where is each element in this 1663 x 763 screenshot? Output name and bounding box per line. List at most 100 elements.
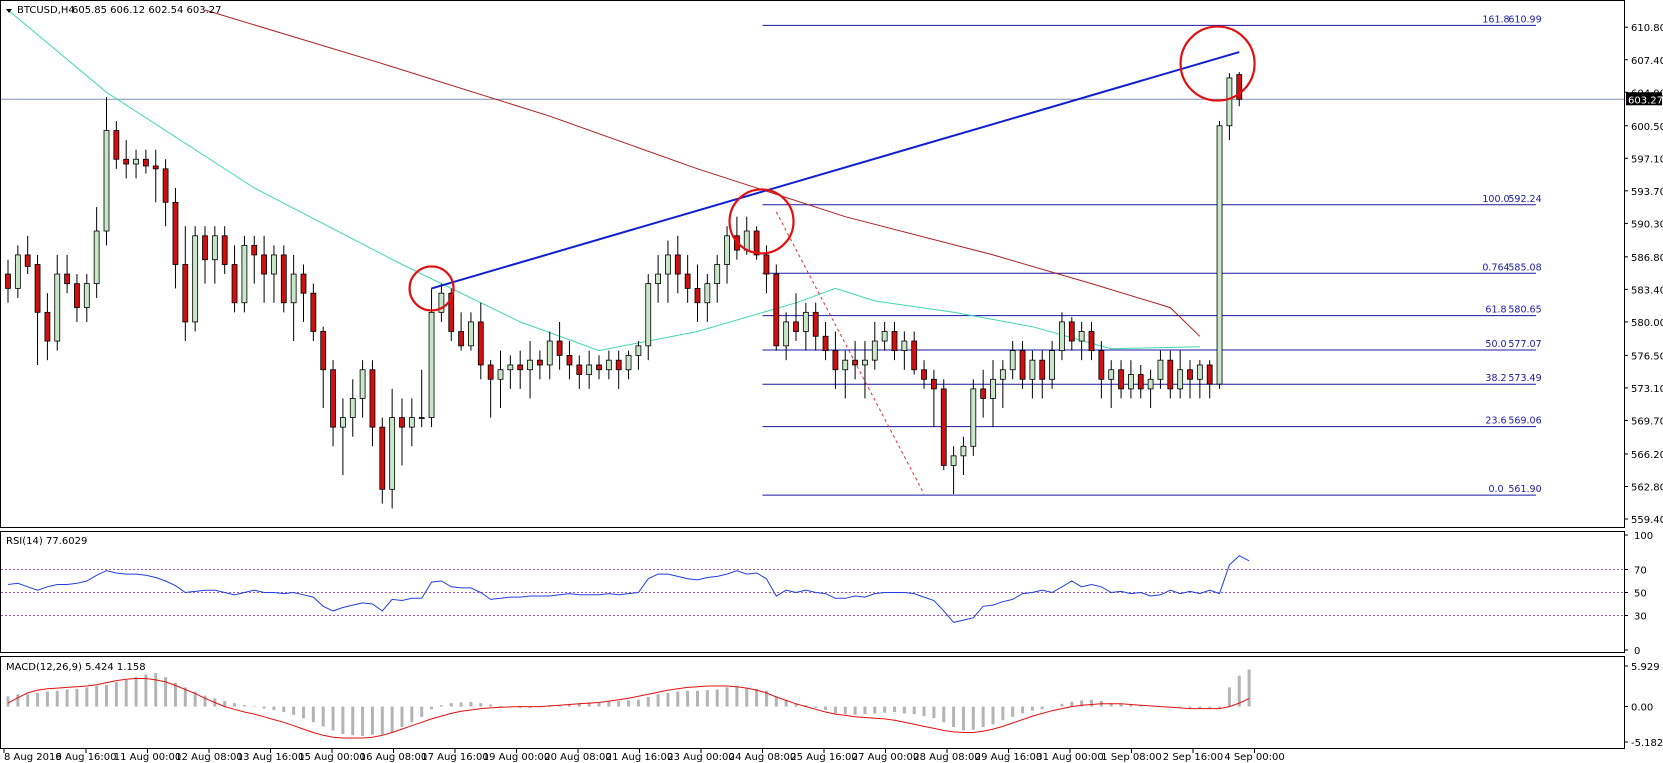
fib-label: 100.0 [1482, 194, 1509, 205]
candle [1137, 364, 1144, 399]
fib-price: 592.24 [1508, 194, 1541, 205]
candle [596, 355, 602, 380]
candle-body [576, 364, 583, 375]
candle [74, 274, 80, 322]
candle [389, 388, 396, 509]
candle [1157, 350, 1164, 389]
y-tick-label: 583.40 [1631, 285, 1663, 296]
macd-histogram-bar [518, 706, 522, 708]
macd-pane[interactable] [6, 669, 1251, 739]
y-tick-label: 600.50 [1631, 122, 1663, 133]
fib-price: 561.90 [1508, 484, 1541, 495]
candle [202, 226, 208, 284]
candle [310, 283, 317, 342]
x-tick-label: 27 Aug 00:00 [852, 752, 919, 763]
macd-histogram-bar [971, 706, 975, 730]
candle-body [625, 354, 632, 371]
macd-histogram-bar [105, 684, 108, 707]
candle [783, 312, 790, 361]
candle-body [44, 311, 51, 342]
macd-histogram-bar [499, 705, 502, 707]
x-tick-label: 12 Aug 08:00 [175, 752, 242, 763]
macd-histogram-bar [252, 706, 256, 708]
macd-histogram-bar [853, 706, 857, 715]
candle-body [724, 235, 730, 265]
fib-label: 50.0 [1485, 339, 1506, 350]
candle-body [714, 264, 721, 285]
macd-histogram-bar [489, 704, 493, 707]
candle-body [300, 273, 307, 294]
candle-body [1196, 364, 1203, 380]
candle-body [665, 254, 671, 275]
candle [438, 283, 445, 322]
candle-body [418, 417, 425, 419]
candle-body [477, 321, 484, 366]
candle [1049, 341, 1055, 389]
macd-histogram-bar [1129, 704, 1133, 707]
x-tick-label: 2 Sep 16:00 [1163, 752, 1223, 763]
macd-histogram-bar [95, 686, 99, 707]
rsi-line [7, 555, 1250, 623]
macd-histogram-bar [794, 703, 798, 707]
candle [556, 321, 563, 370]
macd-histogram-bar [1090, 699, 1093, 707]
candle [261, 235, 268, 303]
candle-body [320, 331, 327, 371]
candle [1039, 350, 1046, 399]
y-tick-label: 590.30 [1631, 219, 1663, 230]
candle [14, 245, 21, 298]
x-tick-label: 1 Sep 08:00 [1101, 752, 1161, 763]
candle [704, 274, 711, 322]
candle-body [1157, 359, 1164, 380]
macd-histogram-bar [1021, 706, 1025, 714]
candle [1167, 350, 1174, 399]
candle [251, 235, 258, 284]
candle [1088, 321, 1095, 361]
macd-histogram-bar [686, 690, 690, 707]
candle-body [1088, 331, 1095, 352]
macd-histogram-bar [607, 701, 611, 707]
candle [1206, 360, 1213, 399]
macd-histogram-bar [469, 701, 473, 707]
candle-body [773, 273, 780, 347]
macd-histogram-bar [932, 706, 936, 719]
candle-body [162, 168, 169, 203]
macd-histogram-bar [183, 687, 187, 707]
fib-label: 0.764 [1482, 262, 1509, 273]
candle [54, 254, 61, 351]
candle [113, 120, 120, 169]
candle-body [261, 254, 268, 275]
dropdown-triangle-icon[interactable] [6, 9, 12, 13]
candle-body [704, 283, 711, 304]
macd-histogram-bar [361, 706, 365, 736]
macd-histogram-bar [6, 696, 10, 707]
rsi-pane[interactable] [1, 555, 1624, 623]
candle [931, 369, 937, 428]
slow-moving-average-line [204, 9, 1201, 337]
candle-body [891, 331, 898, 352]
candle [802, 302, 809, 351]
macd-histogram-bar [1030, 706, 1034, 711]
y-tick-label: 562.80 [1631, 482, 1663, 493]
candle [980, 369, 987, 418]
candle [812, 302, 819, 351]
candle-body [54, 273, 61, 342]
macd-histogram-bar [124, 679, 128, 707]
candle-body [152, 165, 159, 170]
macd-histogram-bar [814, 706, 818, 708]
macd-histogram-bar [1060, 703, 1064, 707]
resistance-trendline [431, 51, 1240, 290]
candle-body [822, 335, 829, 352]
candle [290, 254, 297, 342]
macd-histogram-bar [1070, 701, 1074, 707]
candle [428, 288, 435, 428]
candle-body [1108, 369, 1115, 380]
candle [1187, 360, 1193, 399]
candle [418, 369, 425, 428]
candle [280, 245, 287, 313]
macd-histogram-bar [302, 706, 305, 719]
macd-histogram-bar [262, 706, 266, 709]
candle [921, 360, 927, 389]
candle-body [1177, 369, 1184, 390]
